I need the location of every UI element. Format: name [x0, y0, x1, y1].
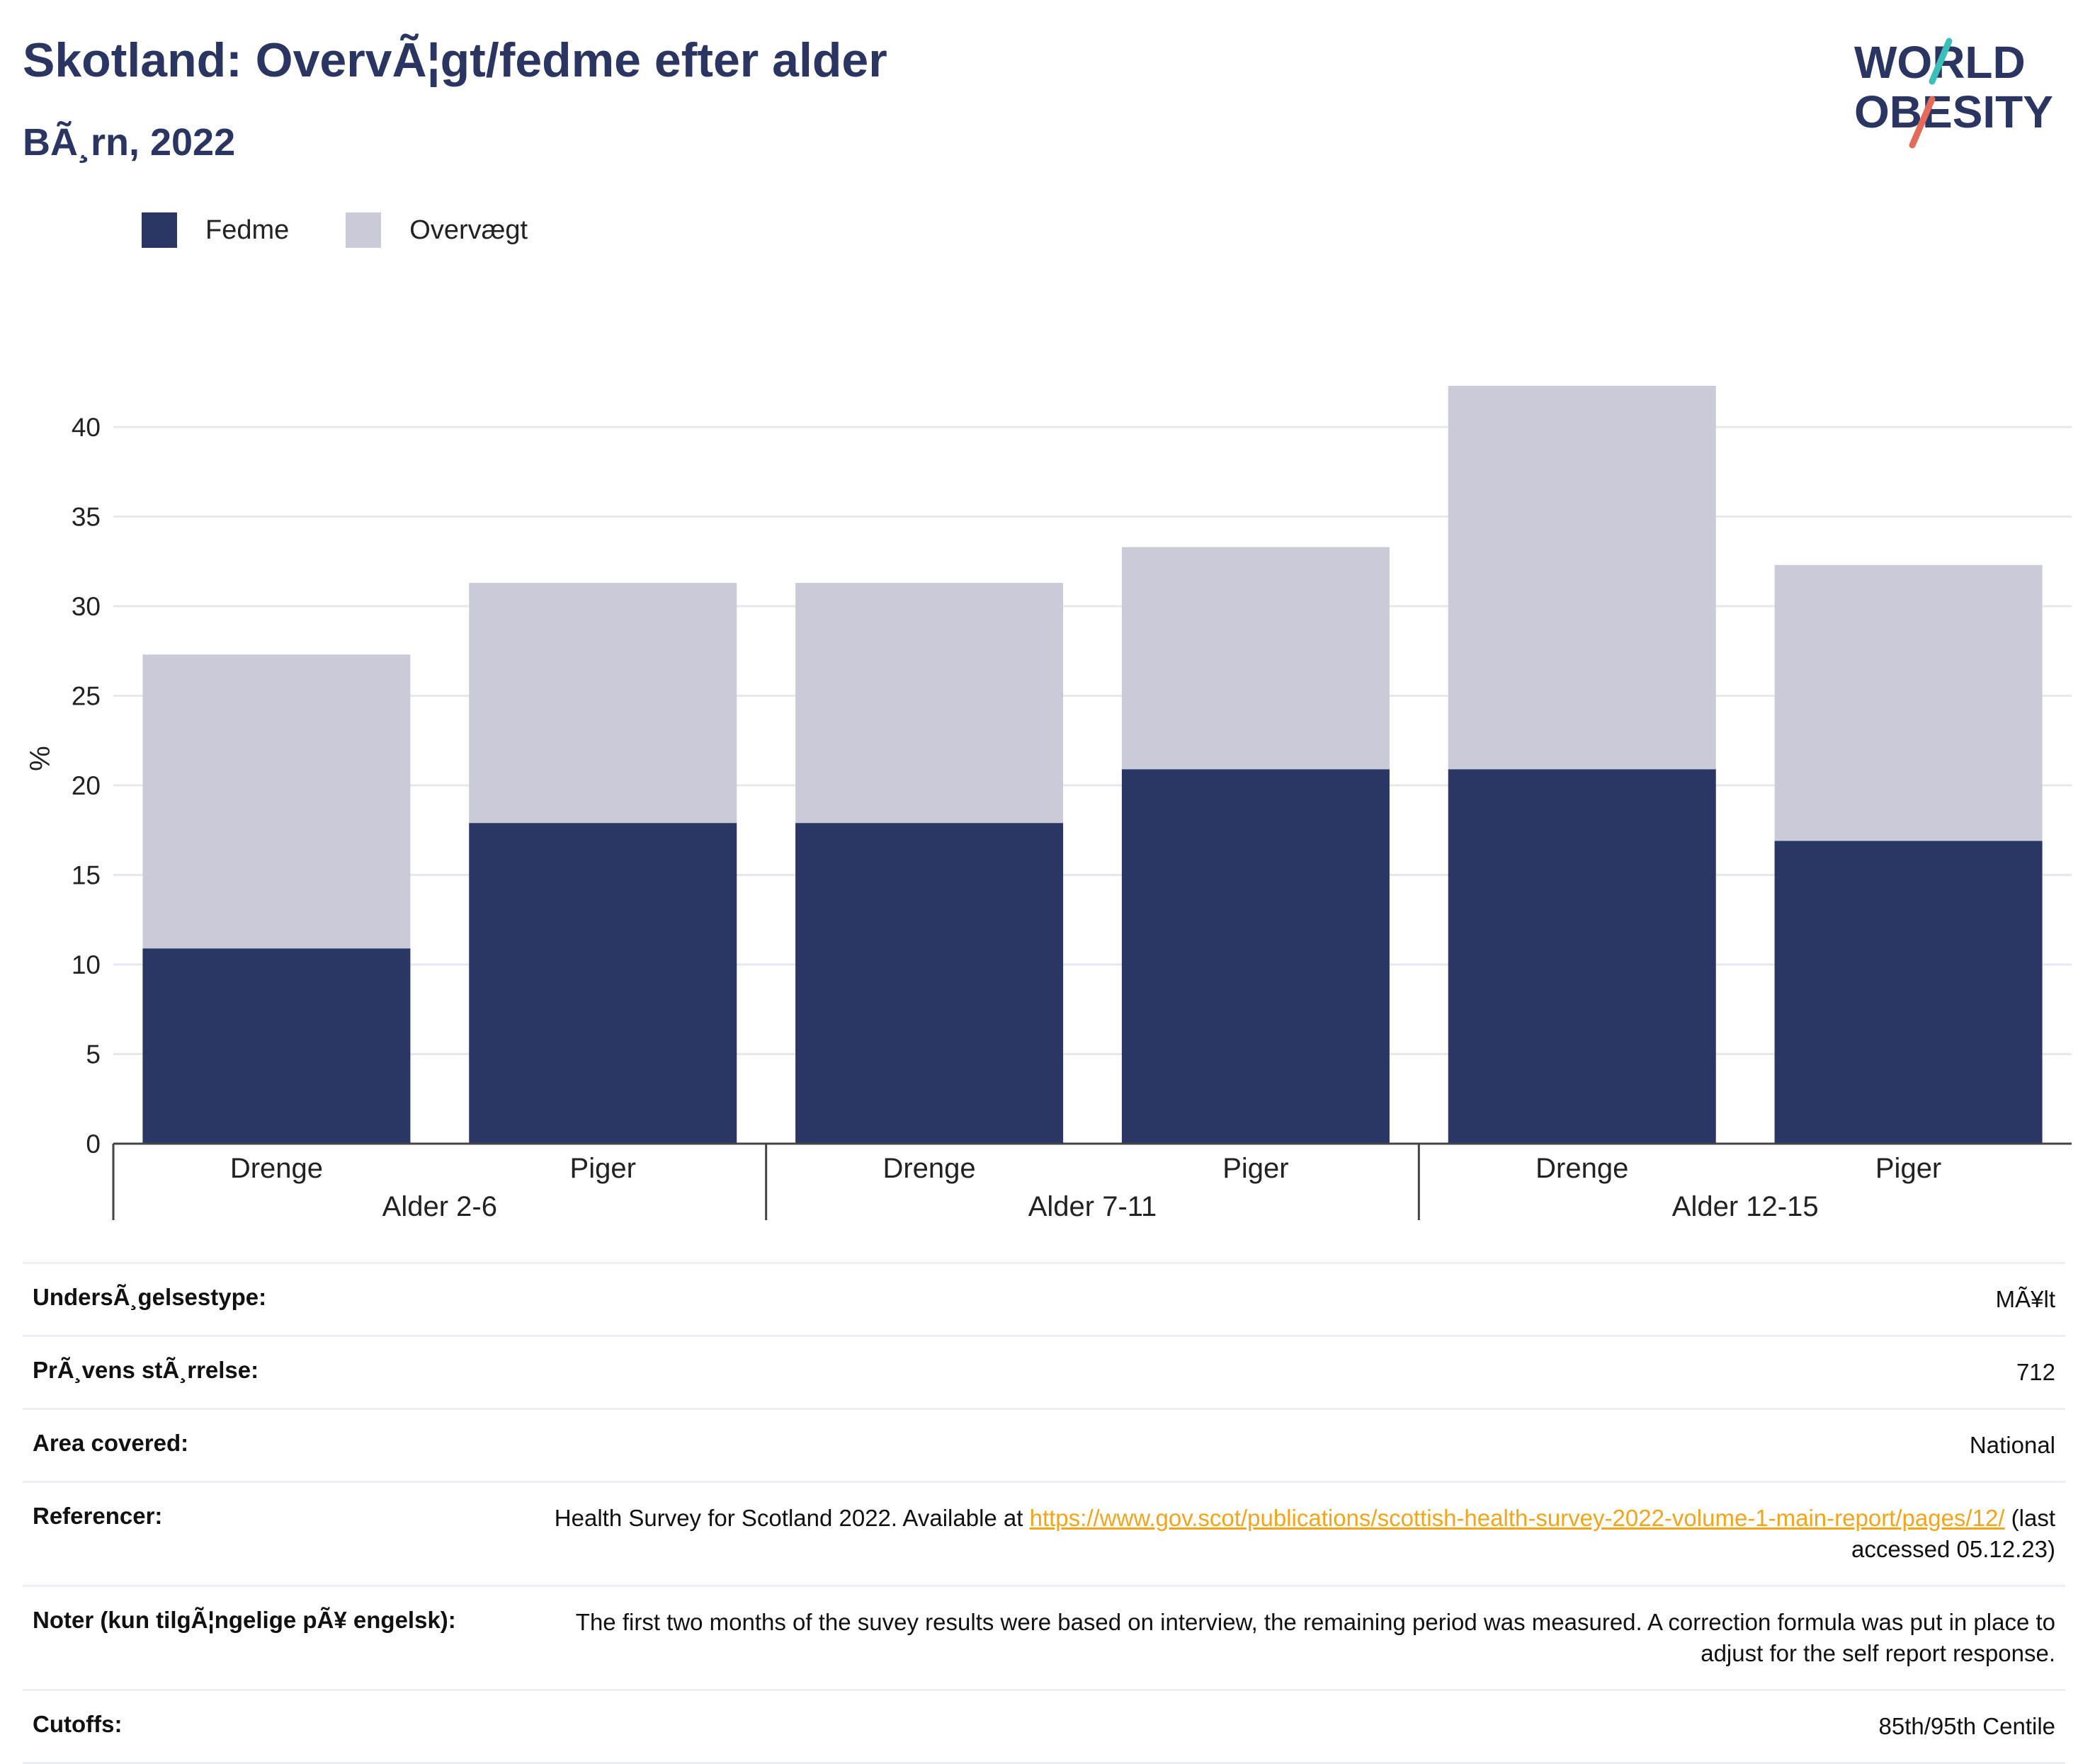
metadata-value: 85th/95th Centile	[1878, 1711, 2055, 1742]
metadata-value-text: The first two months of the suvey result…	[575, 1609, 2055, 1666]
x-tick-label: Piger	[1875, 1153, 1941, 1184]
logo-line-2: OBESITY	[1854, 86, 2053, 137]
metadata-label: Cutoffs:	[33, 1711, 123, 1737]
metadata-row: Noter (kun tilgÃ¦ngelige pÃ¥ engelsk): Th…	[23, 1585, 2065, 1689]
legend-label-overvaegt: Overvægt	[409, 215, 528, 245]
metadata-row: Referencer: Health Survey for Scotland 20…	[23, 1481, 2065, 1585]
y-tick-label: 40	[72, 413, 101, 442]
metadata-value-text: Health Survey for Scotland 2022. Availab…	[554, 1505, 1030, 1531]
bar-overvaegt	[795, 583, 1064, 824]
bar-overvaegt	[469, 583, 737, 824]
metadata-value: MÃ¥lt	[1996, 1284, 2055, 1315]
bar-fedme	[1774, 841, 2043, 1144]
metadata-row: UndersÃ¸gelsestype: MÃ¥lt	[23, 1262, 2065, 1335]
legend-swatch-fedme	[142, 212, 177, 248]
y-tick-label: 5	[86, 1040, 101, 1069]
metadata-row: PrÃ¸vens stÃ¸rrelse: 712	[23, 1335, 2065, 1408]
group-label: Alder 7-11	[1028, 1191, 1157, 1222]
metadata-value-suffix: (last accessed 05.12.23)	[1851, 1505, 2055, 1562]
logo-slash-bottom	[1909, 96, 1936, 149]
legend-item-fedme[interactable]: Fedme	[142, 212, 289, 248]
metadata-value: 712	[2016, 1357, 2055, 1388]
metadata-value: Health Survey for Scotland 2022. Availab…	[511, 1503, 2055, 1565]
x-tick-label: Drenge	[882, 1153, 975, 1184]
y-axis-label: %	[25, 746, 56, 771]
bar-fedme	[142, 948, 411, 1144]
bar-overvaegt	[1121, 547, 1390, 770]
metadata-row: Cutoffs: 85th/95th Centile	[23, 1689, 2065, 1764]
metadata-label: Referencer:	[33, 1503, 163, 1529]
world-obesity-logo: WORLD OBESITY	[1854, 37, 2053, 149]
bar-overvaegt	[1774, 564, 2043, 841]
metadata-label: Noter (kun tilgÃ¦ngelige pÃ¥ engelsk):	[33, 1607, 456, 1633]
y-tick-label: 35	[72, 503, 101, 532]
metadata-value-text: MÃ¥lt	[1995, 1286, 2055, 1312]
metadata-label: Area covered:	[33, 1430, 189, 1456]
page-title: Skotland: OvervÃ¦gt/fedme efter alder	[23, 33, 887, 87]
bar-fedme	[469, 823, 737, 1144]
y-tick-label: 10	[72, 950, 101, 979]
metadata-value: National	[1970, 1430, 2055, 1461]
bar-overvaegt	[1448, 385, 1716, 770]
y-tick-label: 0	[86, 1129, 101, 1159]
y-tick-label: 15	[72, 861, 101, 890]
metadata-value-text: 712	[2016, 1359, 2055, 1385]
bar-fedme	[1121, 769, 1390, 1144]
legend-label-fedme: Fedme	[205, 215, 290, 245]
logo-slash-top	[1929, 38, 1953, 85]
group-label: Alder 2-6	[382, 1191, 497, 1222]
legend-swatch-overvaegt	[346, 212, 382, 248]
metadata-value-text: National	[1969, 1432, 2055, 1458]
legend-item-overvaegt[interactable]: Overvægt	[346, 212, 528, 248]
bar-overvaegt	[142, 654, 411, 949]
x-tick-label: Piger	[1222, 1153, 1288, 1184]
x-tick-label: Piger	[570, 1153, 636, 1184]
group-label: Alder 12-15	[1672, 1191, 1819, 1222]
y-tick-label: 30	[72, 592, 101, 621]
metadata-value: The first two months of the suvey result…	[511, 1607, 2055, 1669]
x-tick-label: Drenge	[230, 1153, 323, 1184]
y-tick-label: 20	[72, 771, 101, 800]
metadata-value-text: 85th/95th Centile	[1878, 1713, 2055, 1739]
page-subtitle: BÃ¸rn, 2022	[23, 121, 236, 164]
bar-fedme	[795, 823, 1064, 1144]
bar-chart: 0 5 10 15 20 25 30 35 40% Drenge Piger Drenge Piger D…	[25, 385, 2072, 1222]
metadata-table: UndersÃ¸gelsestype: MÃ¥lt PrÃ¸vens stÃ¸rre…	[23, 1262, 2065, 1764]
metadata-row: Area covered: National	[23, 1408, 2065, 1481]
y-tick-label: 25	[72, 682, 101, 711]
metadata-label: UndersÃ¸gelsestype:	[33, 1284, 267, 1310]
bar-fedme	[1448, 769, 1716, 1144]
reference-link[interactable]: https://www.gov.scot/publications/scotti…	[1029, 1505, 2005, 1531]
chart-legend: Fedme Overvægt	[142, 212, 584, 248]
metadata-label: PrÃ¸vens stÃ¸rrelse:	[33, 1357, 259, 1383]
x-tick-label: Drenge	[1535, 1153, 1628, 1184]
